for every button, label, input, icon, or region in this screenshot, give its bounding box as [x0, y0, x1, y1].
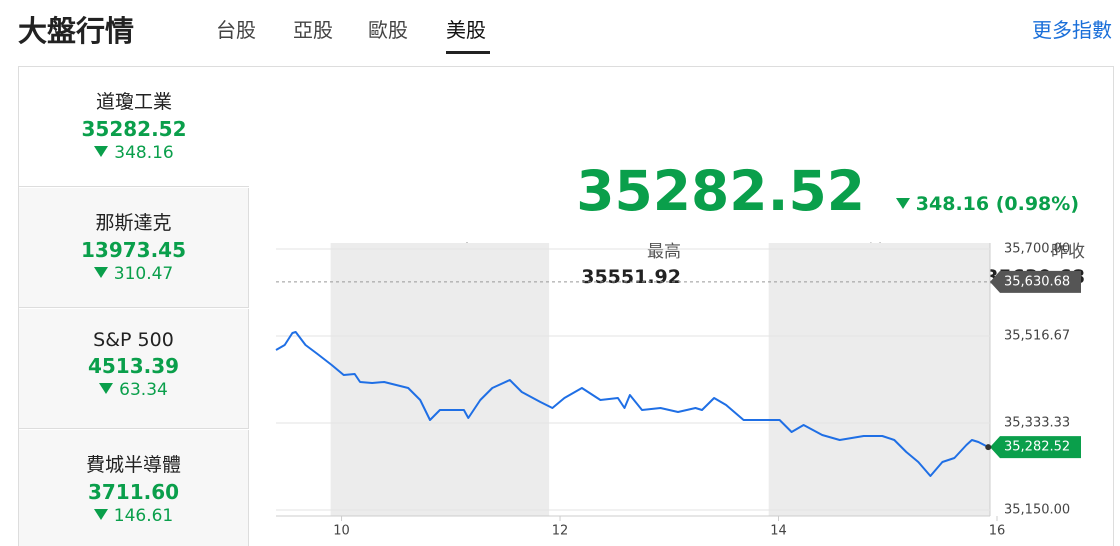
change-text: 63.34	[119, 380, 168, 400]
shaded-band	[768, 243, 991, 516]
index-value: 13973.45	[80, 238, 186, 262]
stat: 最高 35551.92	[501, 237, 681, 288]
tab[interactable]: 亞股	[293, 18, 333, 42]
value-tag-label: 35,630.68	[1004, 274, 1070, 289]
y-tick-label: 35,700.00	[1004, 242, 1070, 257]
index-item[interactable]: 道瓊工業 35282.52 348.16	[19, 67, 249, 187]
index-value: 35282.52	[81, 117, 187, 141]
tab[interactable]: 歐股	[368, 18, 408, 42]
stat-value: 35551.92	[581, 266, 681, 288]
tab-underline	[446, 51, 490, 54]
value-tag	[990, 270, 1081, 293]
change-text: 348.16	[114, 143, 174, 163]
index-name: S&P 500	[93, 329, 174, 351]
down-arrow	[94, 146, 109, 157]
index-item[interactable]: 費城半導體 3711.60 146.61	[19, 430, 249, 546]
index-name: 費城半導體	[85, 454, 181, 476]
tab[interactable]: 台股	[216, 18, 256, 42]
current-change: 348.16 (0.98%)	[895, 193, 1079, 215]
stat-label: 最高	[647, 242, 681, 262]
x-tick-label: 16	[989, 524, 1006, 539]
index-item[interactable]: S&P 500 4513.39 63.34	[19, 309, 249, 429]
change-text: 348.16 (0.98%)	[915, 193, 1079, 215]
value-tag-label: 35,282.52	[1004, 440, 1070, 455]
down-arrow	[93, 267, 108, 278]
x-tick-label: 12	[552, 524, 569, 539]
index-change: 63.34	[19, 380, 248, 400]
index-name: 那斯達克	[95, 212, 172, 234]
current-value: 35282.52	[576, 159, 865, 223]
index-item[interactable]: 那斯達克 13973.45 310.47	[19, 188, 249, 308]
index-change: 146.61	[19, 506, 248, 526]
x-tick-label: 14	[770, 524, 787, 539]
value-tag	[990, 436, 1081, 459]
stat-label: 昨收	[1051, 242, 1085, 262]
price-line	[275, 331, 989, 477]
y-tick-label: 35,516.67	[1004, 328, 1070, 343]
down-arrow	[93, 509, 108, 520]
index-value: 3711.60	[87, 480, 180, 504]
shaded-band	[330, 243, 550, 516]
change-text: 146.61	[113, 506, 174, 526]
index-change: 310.47	[19, 264, 248, 284]
page-title: 大盤行情	[18, 14, 135, 48]
y-tick-label: 35,333.33	[1004, 416, 1070, 431]
index-name: 道瓊工業	[95, 91, 172, 113]
x-tick-label: 10	[333, 524, 350, 539]
more-link[interactable]: 更多指數	[1032, 18, 1112, 42]
down-arrow	[99, 383, 114, 394]
y-tick-label: 35,150.00	[1004, 503, 1070, 518]
change-text: 310.47	[113, 264, 174, 284]
index-value: 4513.39	[87, 354, 180, 378]
down-arrow	[895, 198, 910, 209]
last-point	[985, 444, 992, 451]
tab[interactable]: 美股	[446, 18, 486, 42]
index-change: 348.16	[19, 143, 249, 163]
